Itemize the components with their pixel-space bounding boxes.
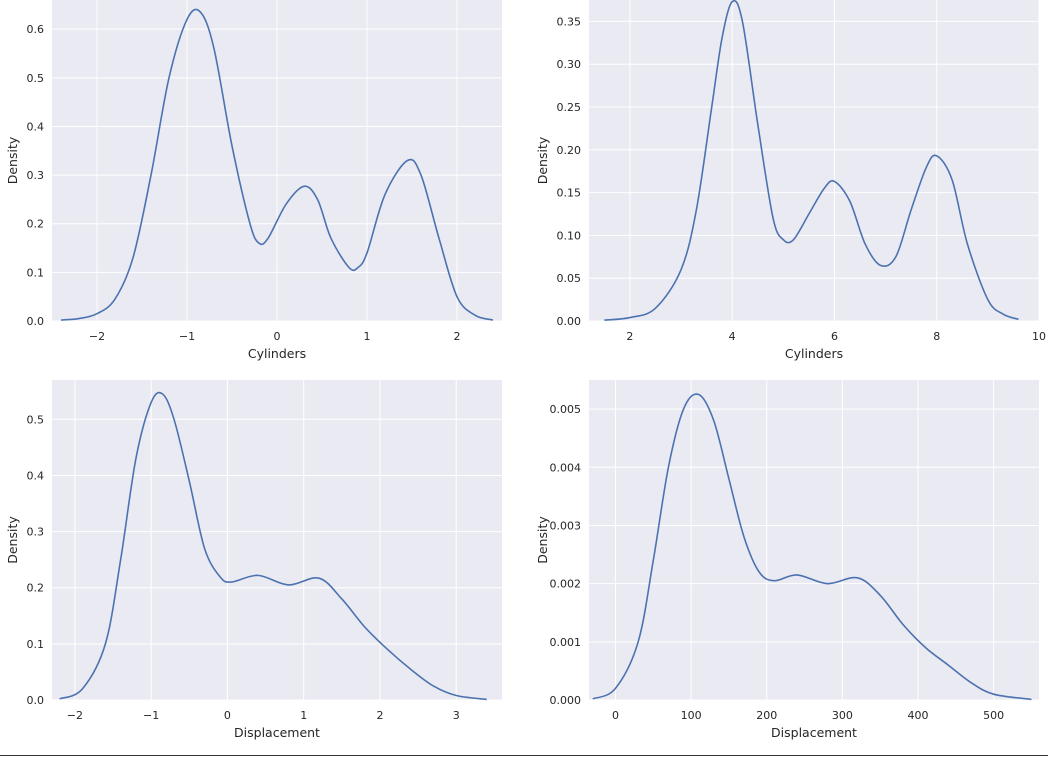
x-tick-label: 4	[729, 330, 736, 343]
y-axis-label: Density	[5, 136, 20, 184]
x-tick-label: −1	[143, 709, 159, 722]
x-tick-label: 3	[453, 709, 460, 722]
y-tick-label: 0.001	[550, 636, 582, 649]
y-tick-label: 0.005	[550, 403, 582, 416]
kde-panel-4: 0 100 200 300 400 500 0.000 0.001 0.002 0.003 0.00…	[535, 380, 1039, 740]
y-tick-label: 0.0	[27, 315, 45, 328]
plot-area	[52, 380, 502, 700]
x-tick-label: 0	[274, 330, 281, 343]
density-curve	[592, 393, 1032, 701]
y-tick-label: 0.00	[557, 315, 582, 328]
y-tick-label: 0.25	[557, 101, 582, 114]
kde-panel-2: 2 4 6 8 10 0.00 0.05 0.10 0.15 0.20 0.25 0.30 0.35 Cy…	[535, 0, 1046, 361]
y-tick-label: 0.4	[27, 469, 45, 482]
x-tick-label: 1	[364, 330, 371, 343]
y-axis-label: Density	[535, 136, 550, 184]
x-tick-label: 10	[1032, 330, 1046, 343]
y-tick-label: 0.1	[27, 266, 45, 279]
x-axis-label: Cylinders	[248, 346, 306, 361]
kde-panel-1: −2 −1 0 1 2 0.0 0.1 0.2 0.3 0.4 0.5 0.6 Cylinders Den…	[5, 0, 502, 361]
y-tick-label: 0.004	[550, 461, 582, 474]
x-axis-label: Displacement	[234, 725, 320, 740]
y-tick-label: 0.5	[27, 72, 45, 85]
x-axis-label: Displacement	[771, 725, 857, 740]
x-tick-label: 2	[376, 709, 383, 722]
y-tick-label: 0.2	[27, 582, 45, 595]
y-tick-label: 0.05	[557, 272, 582, 285]
y-tick-label: 0.10	[557, 229, 582, 242]
density-curve	[604, 0, 1019, 321]
x-tick-label: 200	[756, 709, 777, 722]
y-tick-label: 0.3	[27, 526, 45, 539]
y-tick-label: 0.4	[27, 120, 45, 133]
x-axis-label: Cylinders	[785, 346, 843, 361]
y-tick-label: 0.002	[550, 578, 582, 591]
x-tick-label: 0	[224, 709, 231, 722]
plot-area	[589, 380, 1039, 700]
y-tick-label: 0.30	[557, 58, 582, 71]
x-tick-label: 2	[454, 330, 461, 343]
x-tick-label: 8	[933, 330, 940, 343]
y-tick-label: 0.000	[550, 694, 582, 707]
x-tick-label: −2	[89, 330, 105, 343]
y-tick-label: 0.35	[557, 15, 582, 28]
x-tick-label: 400	[907, 709, 928, 722]
x-tick-label: −1	[179, 330, 195, 343]
y-tick-label: 0.3	[27, 169, 45, 182]
x-tick-label: 2	[626, 330, 633, 343]
y-axis-label: Density	[5, 516, 20, 564]
x-tick-label: 100	[681, 709, 702, 722]
x-tick-label: 6	[831, 330, 838, 343]
density-curve	[60, 8, 494, 321]
x-tick-label: 500	[983, 709, 1004, 722]
y-tick-label: 0.2	[27, 218, 45, 231]
y-tick-label: 0.003	[550, 519, 582, 532]
y-tick-label: 0.1	[27, 638, 45, 651]
x-tick-label: −2	[67, 709, 83, 722]
y-tick-label: 0.0	[27, 694, 45, 707]
y-tick-label: 0.5	[27, 413, 45, 426]
x-tick-label: 300	[832, 709, 853, 722]
y-tick-label: 0.15	[557, 187, 582, 200]
kde-panel-3: −2 −1 0 1 2 3 0.0 0.1 0.2 0.3 0.4 0.5 Displacement De…	[5, 380, 502, 740]
plot-area	[589, 0, 1039, 321]
y-axis-label: Density	[535, 516, 550, 564]
bottom-divider	[0, 755, 1048, 756]
y-tick-label: 0.20	[557, 144, 582, 157]
x-tick-label: 1	[300, 709, 307, 722]
y-tick-label: 0.6	[27, 23, 45, 36]
density-curve	[59, 391, 487, 701]
x-tick-label: 0	[612, 709, 619, 722]
